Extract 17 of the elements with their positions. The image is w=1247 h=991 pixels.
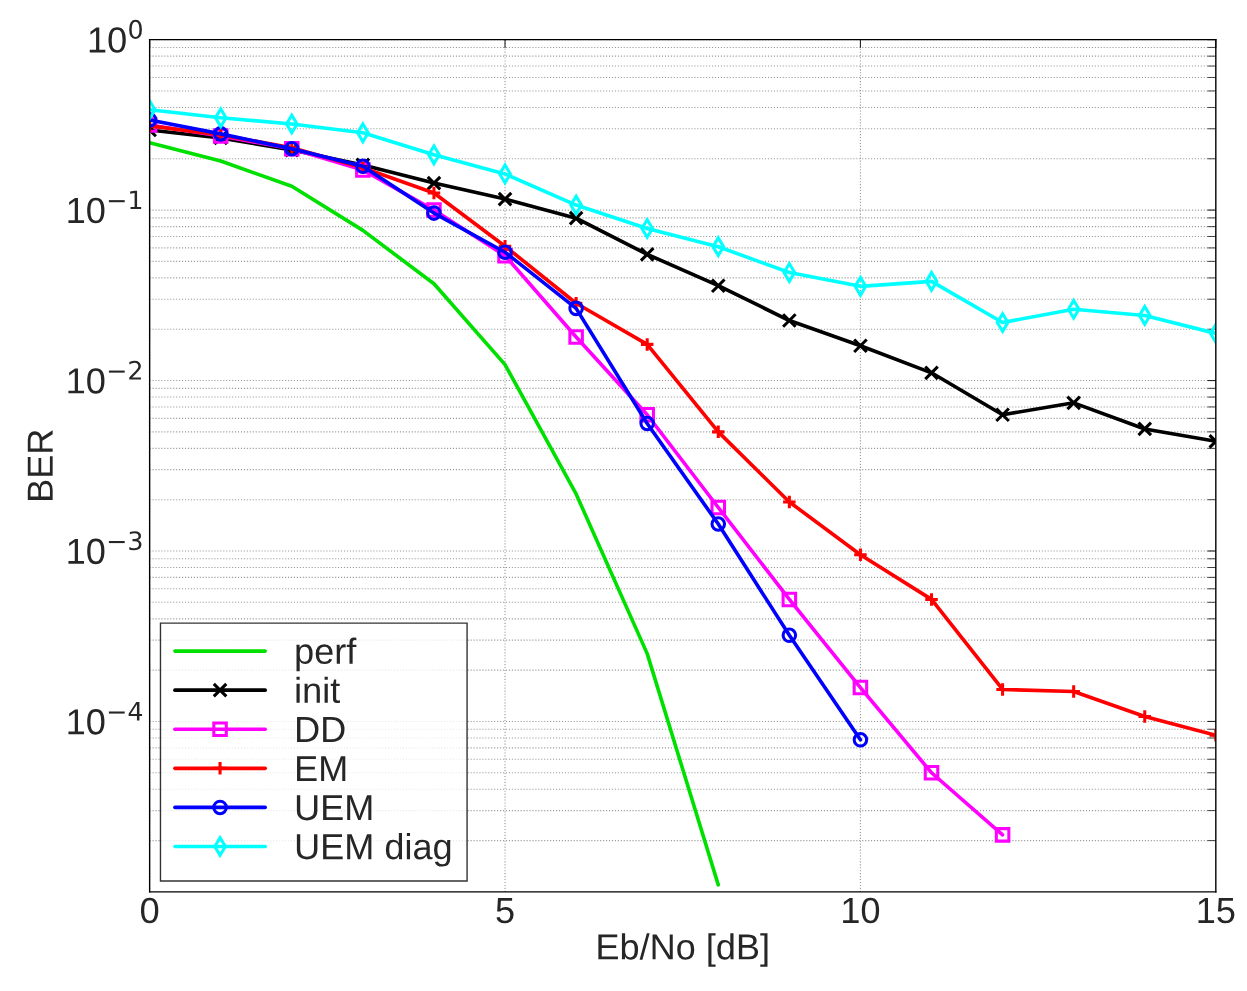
- y-tick-label: 10$^{−2}$: [68, 360, 141, 394]
- legend-label: UEM: [296, 795, 372, 821]
- x-tick-label: 5: [496, 898, 514, 924]
- legend-label: init: [296, 676, 340, 704]
- x-tick-label: 10: [843, 897, 880, 924]
- y-tick-label: 10$^{−1}$: [68, 190, 142, 224]
- y-tick-label: 10$^{−3}$: [68, 531, 142, 565]
- legend-label: EM: [297, 756, 346, 781]
- x-tick-label: 15: [1198, 898, 1235, 924]
- legend-label: UEM diag: [296, 832, 451, 867]
- legend-label: perf: [296, 637, 357, 672]
- x-tick-label: 0: [141, 897, 159, 924]
- legend-label: DD: [297, 717, 345, 742]
- y-axis-title: BER: [27, 430, 53, 500]
- x-axis-title: Eb/No [dB]: [598, 933, 768, 967]
- y-tick-label: 10$^{0}$: [89, 19, 142, 53]
- y-tick-label: 10$^{−4}$: [68, 702, 143, 735]
